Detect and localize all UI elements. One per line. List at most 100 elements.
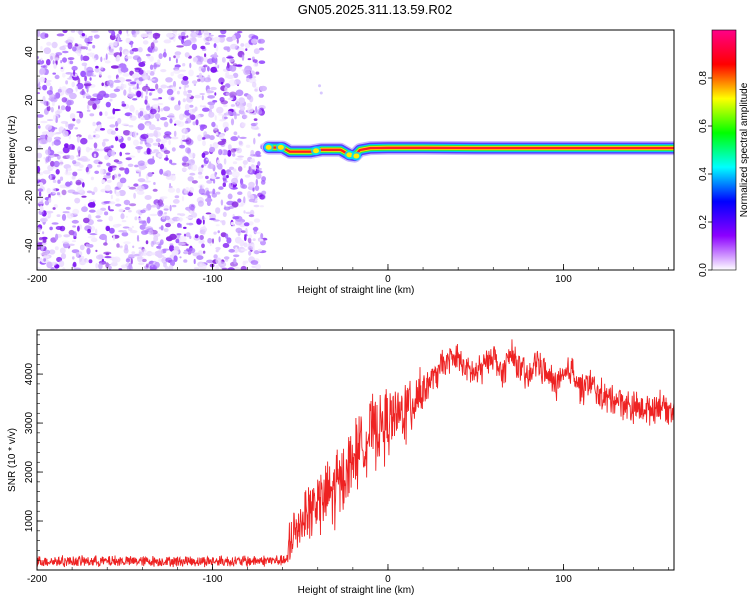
spectrogram-noise-cell <box>238 140 243 145</box>
spectrogram-noise-cell <box>87 228 91 234</box>
spectrogram-noise-cell <box>137 123 145 131</box>
spectrogram-noise-cell <box>244 42 251 49</box>
snr-series <box>37 339 674 568</box>
spectrogram-noise-cell <box>72 171 78 177</box>
spectrogram-noise-cell <box>240 183 245 189</box>
spectrogram-noise-cell <box>45 124 52 131</box>
spectrogram-noise-cell <box>53 204 58 209</box>
spectrogram-noise-cell <box>214 115 217 121</box>
snr-x-tick-label: -200 <box>27 574 47 585</box>
spectrogram-noise-cell <box>137 217 142 221</box>
spectrogram-noise-cell <box>51 187 57 195</box>
spectrogram-noise-cell <box>60 105 66 111</box>
spectrogram-noise-cell <box>198 166 204 173</box>
spectrogram-noise-cell <box>66 206 71 210</box>
spectrogram-noise-cell <box>205 42 210 45</box>
spectrogram-noise-cell <box>207 58 214 65</box>
spectrogram-noise-cell <box>113 88 121 93</box>
spectrogram-noise-cell <box>69 113 76 120</box>
spectrogram-noise-cell <box>101 82 104 87</box>
spectrogram-noise-cell <box>129 131 133 136</box>
spectrogram-noise-cell <box>159 139 168 144</box>
spectrogram-noise-cell <box>194 234 199 239</box>
spectrogram-noise-cell <box>119 151 122 157</box>
spectrogram-noise-cell <box>181 168 188 171</box>
spectrogram-noise-cell <box>218 149 223 156</box>
spectrogram-noise-cell <box>192 121 196 126</box>
spectrogram-noise-cell <box>144 161 148 166</box>
spectrogram-noise-cell <box>196 255 204 260</box>
spectrogram-noise-cell <box>52 101 55 107</box>
spectrogram-noise-cell <box>68 123 75 127</box>
spectrogram-noise-cell <box>237 135 240 139</box>
spectrogram-noise-cell <box>207 66 210 72</box>
spectrogram-noise-cell <box>62 267 66 270</box>
spectrogram-noise-cell <box>128 186 136 190</box>
figure-title: GN05.2025.311.13.59.R02 <box>298 2 452 17</box>
spectrogram-noise-cell <box>213 36 221 44</box>
spectrogram-noise-cell <box>121 231 129 237</box>
spectrogram-noise-cell <box>81 195 87 198</box>
spectrogram-noise-cell <box>122 230 127 234</box>
spectrogram-noise-cell <box>202 228 206 235</box>
spectrogram-noise-cell <box>188 152 196 158</box>
spectrogram-noise-cell <box>174 104 181 111</box>
spectrogram-noise-cell <box>150 42 155 49</box>
spectrogram-y-tick-label: 20 <box>24 94 35 106</box>
spectrogram-noise-cell <box>46 41 52 46</box>
spectrogram-noise-cell <box>166 85 171 89</box>
spectrogram-noise-cell <box>63 234 71 238</box>
spectrogram-noise-cell <box>98 148 104 152</box>
spectrogram-noise-cell <box>191 43 198 51</box>
spectrogram-noise-cell <box>109 266 112 269</box>
spectrogram-noise-cell <box>242 160 248 165</box>
spectrogram-noise-cell <box>42 84 48 91</box>
spectrogram-noise-cell <box>228 79 237 87</box>
spectrogram-noise-cell <box>236 147 243 154</box>
spectrogram-noise-cell <box>93 142 98 149</box>
spectrogram-noise-cell <box>215 257 222 265</box>
spectrogram-noise-cell <box>111 30 116 37</box>
spectrogram-noise-cell <box>176 45 184 48</box>
spectrogram-noise-cell <box>259 205 264 208</box>
spectrogram-noise-cell <box>154 33 161 37</box>
spectrogram-noise-cell <box>261 176 266 182</box>
spectrogram-noise-cell <box>258 47 265 51</box>
spectrogram-noise-cell <box>103 242 108 246</box>
spectrogram-noise-cell <box>37 195 45 202</box>
spectrogram-noise-cell <box>89 97 96 101</box>
spectrogram-noise-cell <box>153 149 159 152</box>
spectrogram-noise-cell <box>133 253 141 257</box>
spectrogram-noise-cell <box>37 56 40 59</box>
spectrogram-noise-cell <box>107 75 112 79</box>
spectrogram-noise-cell <box>146 216 151 224</box>
spectrogram-noise-cell <box>94 67 100 73</box>
spectrogram-noise-cell <box>119 142 126 149</box>
spectrogram-noise-cell <box>163 228 169 233</box>
spectrogram-noise-cell <box>148 88 156 92</box>
spectrogram-noise-cell <box>240 265 247 270</box>
spectrogram-noise-cell <box>97 219 103 222</box>
spectrogram-noise-cell <box>182 62 186 67</box>
spectrogram-noise-cell <box>141 258 147 263</box>
spectrogram-noise-cell <box>160 84 168 89</box>
spectrogram-noise-cell <box>215 264 219 270</box>
spectrogram-noise-cell <box>253 48 260 55</box>
spectrogram-noise-cell <box>184 103 190 111</box>
spectrogram-noise-cell <box>78 164 84 169</box>
spectrogram-noise-cell <box>119 46 123 52</box>
spectrogram-noise-cell <box>77 77 81 85</box>
spectrogram-noise-cell <box>199 124 205 131</box>
spectrogram-noise-cell <box>178 113 185 121</box>
spectrogram-noise-cell <box>124 206 131 211</box>
spectrogram-noise-cell <box>76 49 82 57</box>
spectrogram-noise-cell <box>205 197 213 203</box>
spectrogram-noise-cell <box>62 57 67 63</box>
spectrogram-noise-cell <box>136 132 139 136</box>
spectrogram-noise-cell <box>192 108 197 113</box>
spectrogram-noise-cell <box>178 100 181 106</box>
spectrogram-noise-cell <box>191 180 198 184</box>
spectrogram-noise-cell <box>74 197 81 204</box>
spectrogram-noise-cell <box>96 92 104 100</box>
